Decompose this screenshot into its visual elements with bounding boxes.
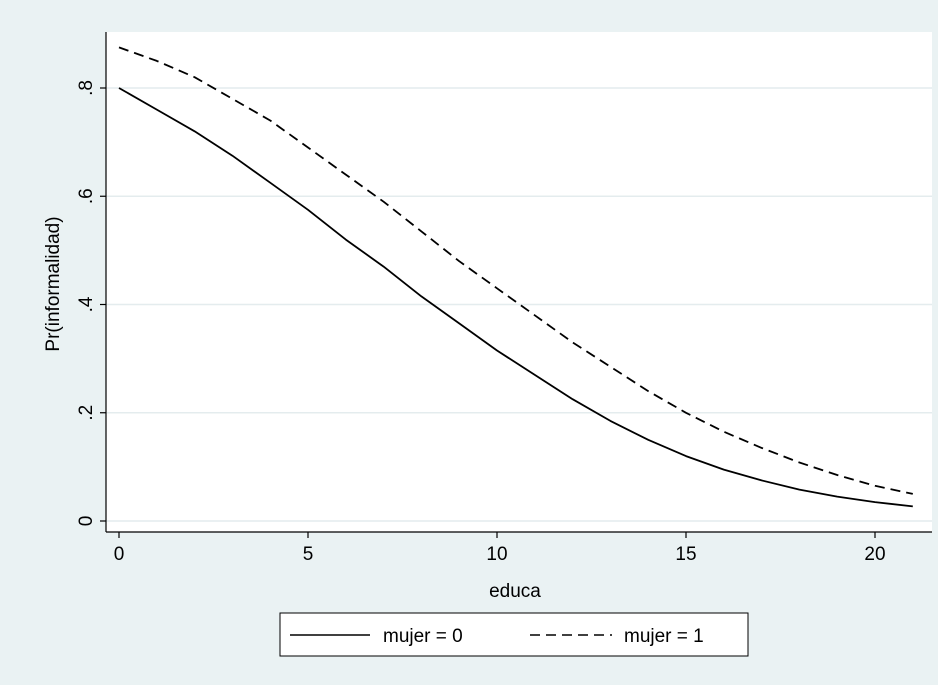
- x-tick-label-4: 20: [864, 544, 885, 565]
- legend-label-mujer-0: mujer = 0: [383, 626, 463, 647]
- series-line-1: [118, 46, 913, 495]
- plot-area: [106, 32, 932, 532]
- y-tick-label-1: .2: [76, 405, 97, 421]
- y-tick-label-4: .8: [76, 80, 97, 96]
- y-axis-label: Pr(informalidad): [43, 216, 64, 351]
- series-lines: [118, 46, 913, 508]
- legend-label-mujer-1: mujer = 1: [624, 626, 704, 647]
- legend: mujer = 0 mujer = 1: [279, 612, 749, 657]
- y-tick-label-2: .4: [76, 296, 97, 312]
- x-axis-label: educa: [489, 581, 541, 602]
- x-tick-label-3: 15: [675, 544, 696, 565]
- gridlines: [106, 87, 932, 522]
- x-tick-label-1: 5: [303, 544, 314, 565]
- y-tick-label-3: .6: [76, 188, 97, 204]
- x-tick-label-0: 0: [114, 544, 125, 565]
- series-line-0: [118, 87, 913, 508]
- axes: 0 .2 .4 .6 .8 0 5 10 15 20: [76, 32, 932, 565]
- y-tick-label-0: 0: [76, 516, 97, 527]
- x-tick-label-2: 10: [486, 544, 507, 565]
